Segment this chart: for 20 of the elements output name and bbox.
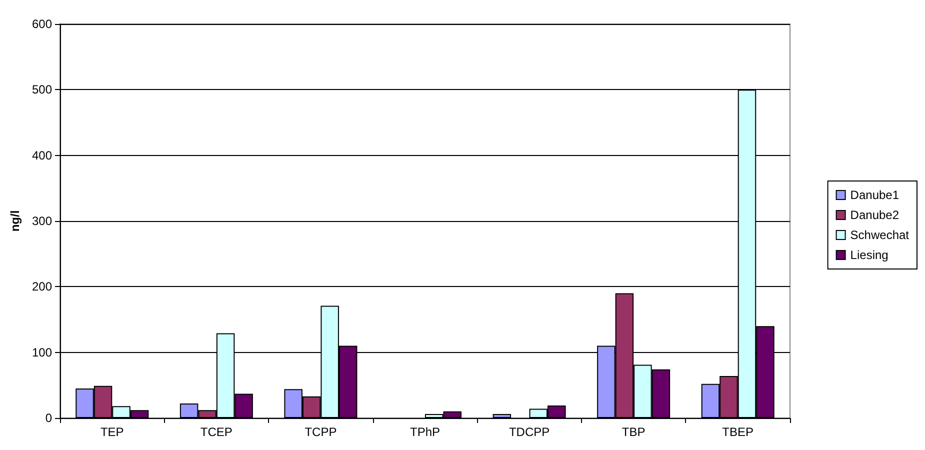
x-tick-label: TEP (100, 425, 124, 439)
x-tick-label: TPhP (410, 425, 440, 439)
y-tick-label: 0 (45, 411, 52, 425)
x-tick-label: TCPP (304, 425, 337, 439)
y-axis-title: ng/l (8, 210, 22, 232)
y-tick-label: 500 (32, 82, 52, 97)
legend-label: Danube2 (850, 208, 900, 222)
y-tick-label: 100 (32, 345, 52, 360)
legend-label: Danube1 (850, 188, 900, 202)
bar (492, 414, 512, 418)
y-tick-label: 300 (32, 214, 52, 228)
y-tick-label: 600 (32, 17, 52, 31)
legend-label: Liesing (850, 248, 888, 262)
x-tick-label: TDCPP (508, 425, 550, 439)
y-tick-label: 200 (32, 280, 52, 294)
legend-label: Schwechat (850, 228, 910, 242)
x-tick-label: TBP (622, 425, 646, 439)
y-tick-label: 400 (32, 148, 52, 162)
x-tick-label: TCEP (200, 425, 232, 439)
x-tick-label: TBEP (722, 425, 754, 439)
